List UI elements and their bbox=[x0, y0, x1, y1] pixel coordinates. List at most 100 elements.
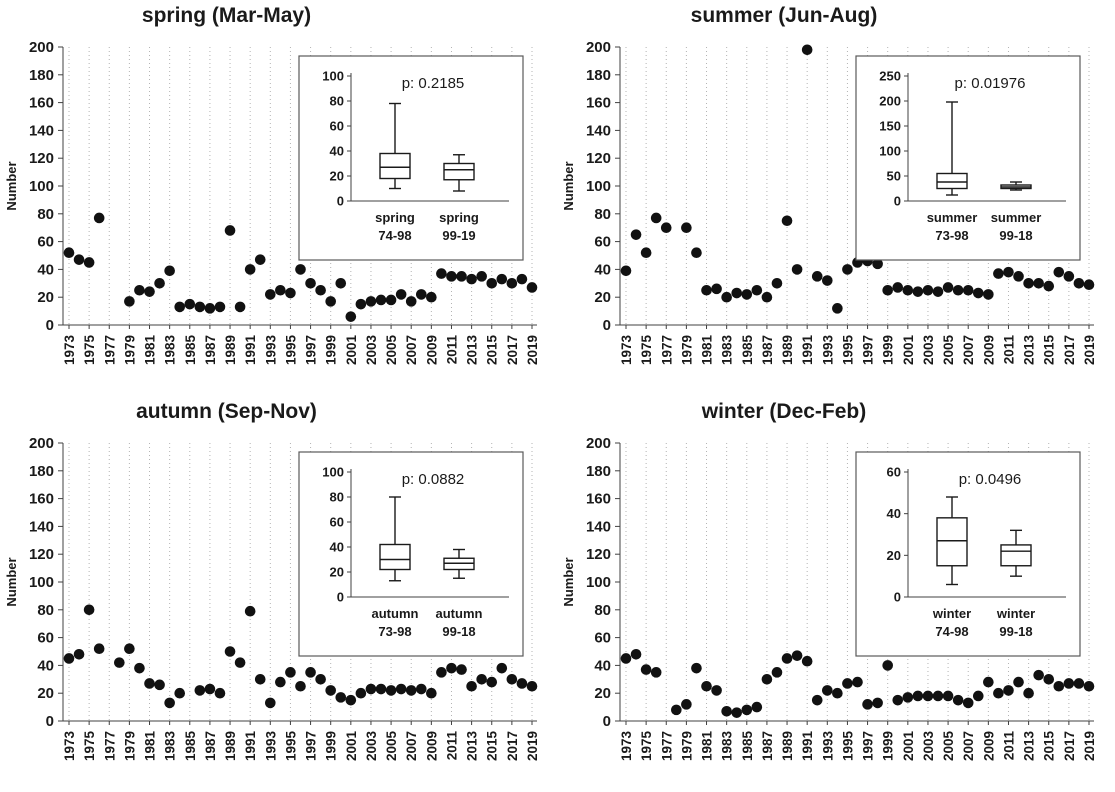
scatter-point bbox=[124, 643, 135, 655]
x-tick-label: 1983 bbox=[163, 335, 178, 366]
y-tick-label: 180 bbox=[29, 67, 54, 84]
x-tick-label: 2007 bbox=[961, 731, 976, 761]
x-tick-label: 1975 bbox=[639, 335, 654, 366]
scatter-point bbox=[174, 301, 186, 313]
inset-boxplot: 0 20 40 60 80 100 p: 0.0882 autumn 73-98 autumn 99… bbox=[298, 451, 524, 657]
y-tick-label: 200 bbox=[586, 435, 611, 452]
boxplot-group-label: winter bbox=[932, 606, 971, 621]
scatter-point bbox=[405, 296, 417, 307]
scatter-point bbox=[466, 273, 477, 285]
x-tick-label: 2011 bbox=[1001, 335, 1016, 365]
x-tick-label: 1991 bbox=[243, 335, 258, 366]
x-tick-label: 1995 bbox=[283, 731, 298, 762]
scatter-point bbox=[882, 284, 893, 296]
x-tick-label: 1997 bbox=[304, 335, 319, 365]
scatter-point bbox=[741, 704, 753, 716]
x-axis-labels: 1973 1975 1977 1979 1981 1983 1985 1987 1989 1991… bbox=[619, 731, 1097, 762]
inset-y-tick-label: 40 bbox=[330, 540, 344, 555]
scatter-point bbox=[751, 701, 763, 713]
boxplot-group-label: 99-18 bbox=[999, 228, 1032, 243]
scatter-point bbox=[345, 694, 357, 706]
x-tick-label: 2011 bbox=[444, 731, 459, 761]
scatter-point bbox=[1033, 669, 1044, 681]
x-tick-label: 1987 bbox=[203, 335, 218, 365]
scatter-point bbox=[1063, 678, 1075, 689]
scatter-point bbox=[1003, 685, 1014, 696]
x-tick-label: 2003 bbox=[364, 731, 379, 762]
scatter-point bbox=[385, 294, 397, 306]
scatter-point bbox=[174, 687, 186, 699]
y-tick-label: 20 bbox=[37, 685, 54, 702]
scatter-point bbox=[620, 653, 632, 664]
scatter-points bbox=[63, 212, 538, 322]
scatter-point bbox=[436, 667, 447, 678]
scatter-point bbox=[650, 212, 662, 224]
scatter-point bbox=[952, 694, 964, 706]
inset-y-tick-label: 150 bbox=[879, 119, 901, 134]
y-axis-title: Number bbox=[4, 557, 19, 606]
x-tick-label: 1977 bbox=[659, 731, 674, 761]
y-tick-label: 60 bbox=[594, 630, 611, 647]
y-tick-label: 120 bbox=[29, 546, 54, 563]
y-tick-label: 60 bbox=[37, 630, 54, 647]
x-tick-label: 1987 bbox=[760, 335, 775, 365]
scatter-point bbox=[801, 655, 813, 667]
scatter-point bbox=[114, 657, 125, 668]
chart-panel-spring: spring (Mar-May) 0 20 40 60 80 100 120 140 160 18… bbox=[0, 0, 557, 396]
x-tick-label: 1993 bbox=[263, 731, 278, 762]
scatter-point bbox=[832, 303, 843, 314]
axes bbox=[58, 46, 537, 329]
inset-axes bbox=[347, 469, 509, 598]
scatter-points bbox=[620, 648, 1095, 718]
scatter-point bbox=[942, 282, 954, 293]
scatter-point bbox=[811, 694, 823, 706]
x-tick-label: 1979 bbox=[679, 335, 694, 365]
y-tick-label: 180 bbox=[586, 463, 611, 480]
x-tick-label: 2015 bbox=[485, 335, 500, 366]
inset-boxplot: 0 20 40 60 p: 0.0496 winter 74-98 winter 99-18 bbox=[855, 451, 1081, 657]
y-tick-label: 120 bbox=[586, 150, 611, 167]
x-tick-label: 1975 bbox=[82, 335, 97, 366]
scatter-point bbox=[1083, 680, 1095, 692]
y-tick-label: 0 bbox=[603, 317, 611, 334]
scatter-point bbox=[902, 692, 914, 703]
scatter-point bbox=[811, 271, 823, 282]
y-tick-label: 140 bbox=[586, 518, 611, 535]
x-tick-label: 1973 bbox=[62, 731, 77, 762]
scatter-point bbox=[516, 273, 528, 285]
x-tick-label: 1985 bbox=[183, 731, 198, 762]
boxplot-group-label: 99-18 bbox=[999, 624, 1032, 639]
x-tick-label: 2003 bbox=[921, 731, 936, 762]
inset-y-tick-label: 0 bbox=[337, 590, 344, 605]
inset-y-tick-label: 100 bbox=[879, 144, 901, 159]
scatter-point bbox=[254, 254, 266, 265]
scatter-point bbox=[660, 222, 672, 233]
scatter-points bbox=[620, 44, 1095, 314]
scatter-point bbox=[701, 680, 712, 692]
scatter-point bbox=[124, 296, 135, 307]
scatter-point bbox=[721, 291, 732, 303]
x-tick-label: 2013 bbox=[465, 731, 480, 762]
boxplot-group-label: autumn bbox=[436, 606, 483, 621]
scatter-point bbox=[872, 697, 883, 709]
scatter-point bbox=[912, 286, 924, 297]
scatter-point bbox=[254, 674, 266, 685]
inset-y-tick-label: 50 bbox=[887, 169, 901, 184]
inset-y-tick-label: 40 bbox=[330, 144, 344, 159]
inset-y-tick-label: 0 bbox=[337, 194, 344, 209]
y-tick-label: 120 bbox=[586, 546, 611, 563]
inset-y-tick-label: 0 bbox=[894, 194, 901, 209]
scatter-point bbox=[1013, 676, 1024, 688]
scatter-point bbox=[265, 289, 276, 300]
chart-panel-winter: winter (Dec-Feb) 0 20 40 60 80 100 120 140 160 18… bbox=[557, 396, 1115, 792]
x-tick-label: 1983 bbox=[720, 335, 735, 366]
scatter-point bbox=[234, 301, 246, 313]
scatter-point bbox=[446, 662, 457, 674]
scatter-point bbox=[983, 676, 994, 688]
scatter-point bbox=[1063, 271, 1075, 282]
scatter-point bbox=[671, 704, 682, 716]
